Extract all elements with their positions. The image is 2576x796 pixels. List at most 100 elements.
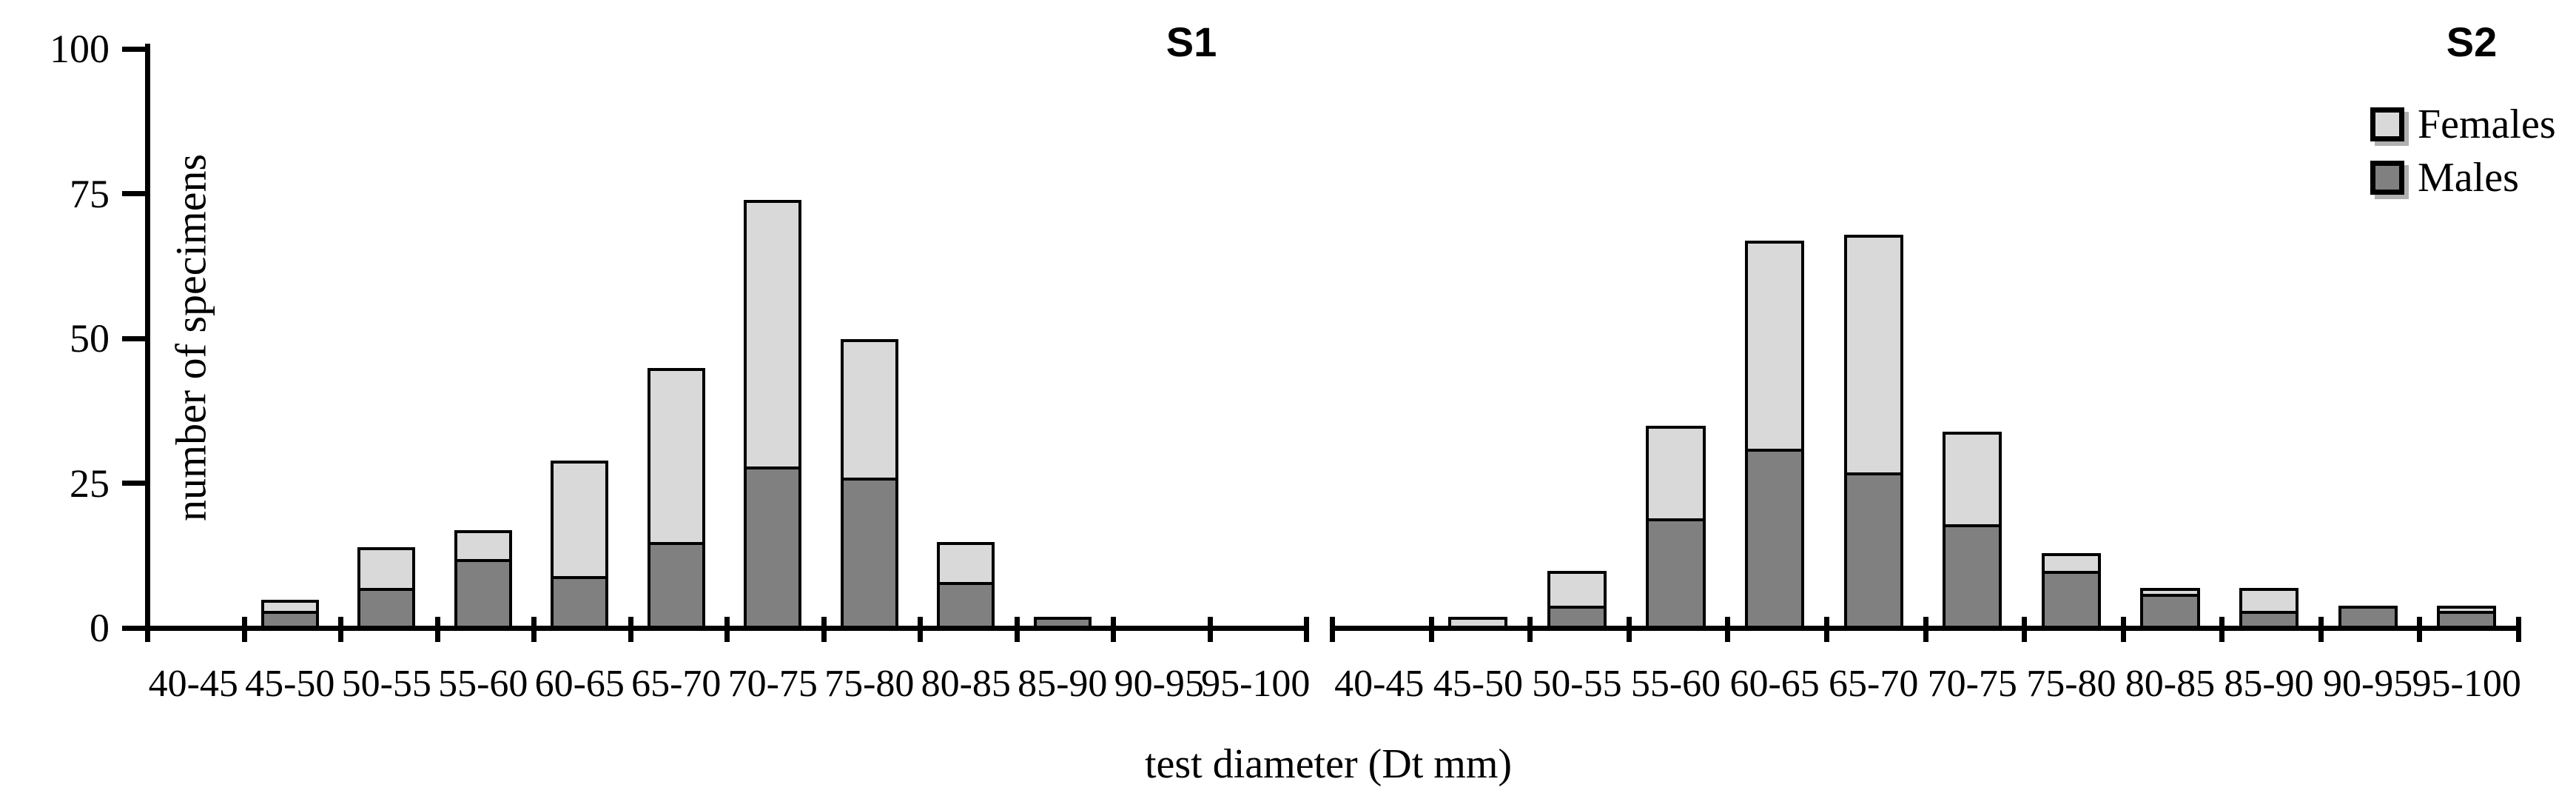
bar-females-segment [1946, 434, 2000, 528]
y-tick-100 [122, 46, 150, 52]
x-tick [724, 617, 730, 642]
bar-females-segment [1748, 243, 1802, 452]
x-tick-label-S2-45-50: 45-50 [1433, 663, 1524, 705]
y-tick-25 [122, 481, 150, 486]
x-tick [2318, 617, 2324, 642]
y-tick-label-100: 100 [50, 27, 110, 71]
bar-females-segment [457, 532, 509, 562]
x-tick [2219, 617, 2225, 642]
bar-females-segment [554, 464, 606, 580]
bar-females-segment [1846, 238, 1900, 475]
panel-title-s2: S2 [2446, 19, 2498, 65]
x-tick [1428, 617, 1434, 642]
x-tick-label-S1-55-60: 55-60 [438, 663, 528, 705]
bar-S1-65-70 [647, 367, 705, 629]
x-tick [2417, 617, 2423, 642]
x-tick [1923, 617, 1928, 642]
x-tick-label-S2-65-70: 65-70 [1829, 663, 1919, 705]
x-tick-label-S1-85-90: 85-90 [1018, 663, 1108, 705]
x-tick [1330, 617, 1335, 642]
x-tick [434, 617, 440, 642]
x-tick [531, 617, 537, 642]
bar-males-segment [554, 579, 606, 626]
x-tick [1823, 617, 1829, 642]
x-tick [821, 617, 827, 642]
bar-females-segment [1649, 429, 1703, 522]
x-tick [628, 617, 633, 642]
bar-males-segment [1946, 527, 2000, 626]
x-tick-label-S2-95-100: 95-100 [2412, 663, 2521, 705]
bar-S1-45-50 [260, 599, 319, 629]
x-tick-label-S2-50-55: 50-55 [1532, 663, 1622, 705]
bar-females-segment [263, 602, 316, 615]
bar-S2-85-90 [2239, 588, 2299, 629]
bar-S2-65-70 [1843, 235, 1903, 629]
x-tick [1527, 617, 1533, 642]
x-axis-title: test diameter (Dt mm) [1144, 741, 1513, 787]
x-tick-label-S1-80-85: 80-85 [921, 663, 1011, 705]
bar-males-segment [2143, 596, 2197, 626]
x-tick [1014, 617, 1020, 642]
bar-S1-75-80 [840, 338, 898, 629]
bar-males-segment [1748, 452, 1802, 626]
bar-females-segment [360, 550, 413, 592]
x-tick-label-S1-65-70: 65-70 [631, 663, 722, 705]
y-tick-label-75: 75 [70, 171, 110, 216]
bar-males-segment [1036, 620, 1089, 626]
bar-males-segment [263, 614, 316, 626]
x-tick [1304, 617, 1309, 642]
bar-males-segment [843, 481, 895, 626]
x-tick-label-S2-60-65: 60-65 [1729, 663, 1820, 705]
bar-females-segment [2440, 608, 2494, 615]
x-tick [145, 617, 150, 642]
bar-S2-50-55 [1547, 570, 1607, 629]
bar-males-segment [360, 591, 413, 626]
y-axis-title: number of specimens [167, 153, 215, 522]
y-tick-0 [122, 625, 150, 631]
bar-females-segment [2242, 591, 2296, 615]
males-swatch-icon [2370, 161, 2404, 195]
bar-S2-55-60 [1646, 426, 1706, 629]
bar-males-segment [747, 469, 799, 626]
bar-S1-60-65 [551, 461, 609, 629]
x-tick-label-S2-85-90: 85-90 [2224, 663, 2314, 705]
x-tick [2120, 617, 2126, 642]
x-tick [1725, 617, 1731, 642]
bar-females-segment [1451, 620, 1505, 626]
x-tick [2022, 617, 2028, 642]
bar-S2-80-85 [2140, 588, 2200, 629]
bar-males-segment [2242, 614, 2296, 626]
y-tick-label-50: 50 [70, 316, 110, 361]
bar-males-segment [1649, 521, 1703, 626]
bar-females-segment [1550, 573, 1604, 609]
x-tick [1626, 617, 1632, 642]
x-tick [241, 617, 247, 642]
legend-label-females: Females [2418, 101, 2556, 147]
x-tick [338, 617, 343, 642]
bar-females-segment [2143, 591, 2197, 597]
bar-females-segment [650, 370, 702, 545]
bar-S1-80-85 [937, 541, 995, 629]
bar-S1-85-90 [1033, 617, 1092, 629]
bar-males-segment [650, 544, 702, 626]
x-tick-label-S1-40-45: 40-45 [148, 663, 238, 705]
y-tick-label-25: 25 [70, 461, 110, 506]
y-tick-75 [122, 191, 150, 196]
y-tick-50 [122, 335, 150, 341]
bar-S1-70-75 [744, 200, 802, 629]
bar-S2-60-65 [1745, 240, 1805, 629]
x-tick-label-S2-80-85: 80-85 [2125, 663, 2216, 705]
x-tick-label-S1-50-55: 50-55 [341, 663, 431, 705]
x-tick [918, 617, 923, 642]
bar-S1-50-55 [357, 547, 416, 629]
legend: Females Males [2370, 104, 2556, 210]
bar-females-segment [843, 341, 895, 481]
x-tick-label-S1-95-100: 95-100 [1201, 663, 1311, 705]
legend-label-males: Males [2418, 155, 2519, 201]
bar-males-segment [2044, 573, 2098, 626]
bar-females-segment [940, 544, 992, 586]
bar-S2-75-80 [2041, 553, 2101, 629]
bar-males-segment [2341, 608, 2395, 626]
bar-females-segment [747, 203, 799, 469]
